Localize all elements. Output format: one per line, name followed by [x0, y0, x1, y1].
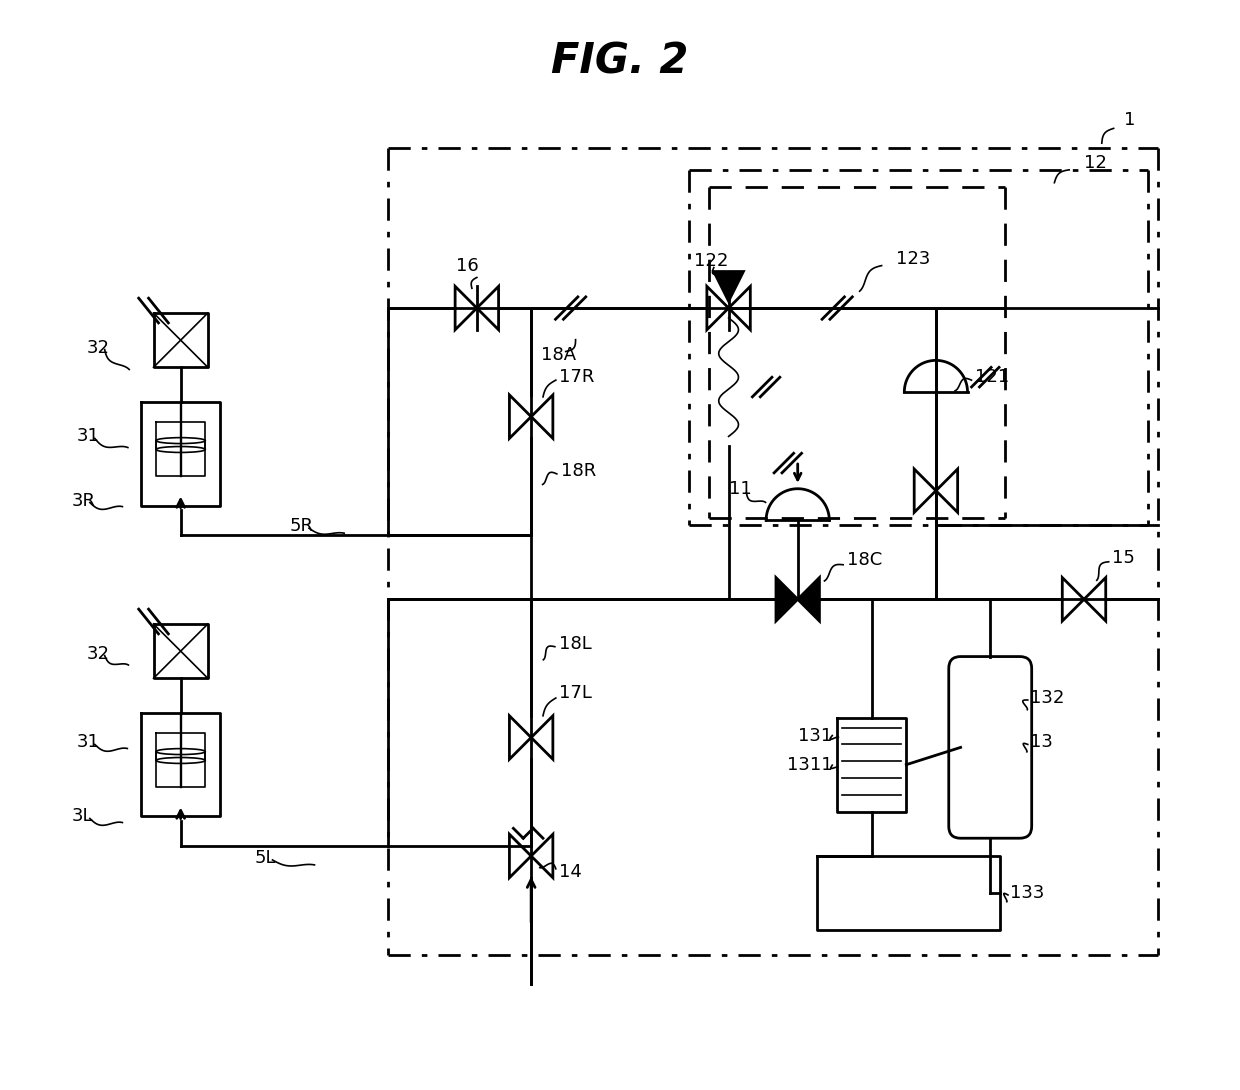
Text: 1311: 1311 [786, 756, 832, 774]
Text: 131: 131 [799, 727, 832, 744]
Text: 13: 13 [1029, 734, 1053, 751]
Text: 132: 132 [1029, 689, 1064, 707]
Text: 15: 15 [1111, 549, 1135, 567]
Text: 11: 11 [729, 480, 751, 498]
Text: 17L: 17L [559, 685, 591, 702]
Text: 5L: 5L [254, 849, 277, 867]
Text: 133: 133 [1009, 884, 1044, 903]
Text: 121: 121 [976, 368, 1009, 386]
Text: 14: 14 [559, 863, 582, 881]
Text: 123: 123 [897, 250, 931, 268]
Text: 122: 122 [694, 252, 728, 269]
Polygon shape [776, 578, 797, 621]
Text: 18R: 18R [560, 462, 596, 480]
Text: 16: 16 [455, 256, 479, 275]
Text: FIG. 2: FIG. 2 [552, 40, 688, 82]
Text: 3L: 3L [72, 808, 93, 825]
Text: 18L: 18L [559, 634, 591, 653]
Text: 18A: 18A [541, 347, 577, 364]
Polygon shape [797, 578, 820, 621]
Text: 32: 32 [87, 339, 110, 356]
Text: 5R: 5R [289, 518, 314, 535]
Text: 31: 31 [77, 734, 100, 751]
Text: 1: 1 [1123, 111, 1135, 130]
Polygon shape [714, 271, 744, 301]
Text: 31: 31 [77, 427, 100, 446]
Text: 12: 12 [1084, 154, 1107, 172]
Text: 32: 32 [87, 644, 110, 663]
Text: 17R: 17R [559, 368, 594, 386]
Text: 3R: 3R [72, 492, 95, 509]
Text: 18C: 18C [847, 550, 883, 569]
